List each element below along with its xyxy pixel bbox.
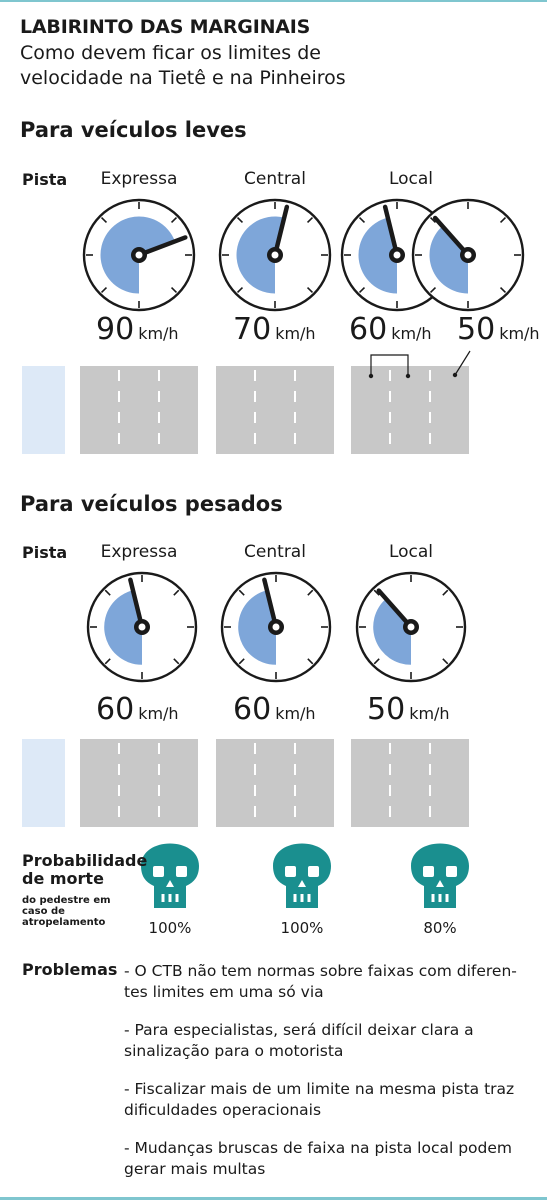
gauge-fill bbox=[236, 216, 285, 294]
bottom-border bbox=[0, 1197, 547, 1200]
light-road bbox=[22, 350, 471, 454]
gauge-fill bbox=[429, 226, 468, 294]
gauge-fill bbox=[238, 590, 276, 665]
speedometer-icon bbox=[355, 571, 467, 683]
speedometer-icon bbox=[411, 198, 525, 312]
gauge-needle bbox=[262, 577, 279, 630]
lane-pointer-brackets bbox=[370, 350, 471, 376]
skull-icon bbox=[411, 843, 469, 908]
problem-item: - Fiscalizar mais de um limite na mesma … bbox=[124, 1080, 515, 1119]
heavy-speed-expressa: 60 km/h bbox=[96, 692, 179, 727]
gauge-needle bbox=[272, 204, 290, 258]
death-pct-local: 80% bbox=[423, 919, 457, 937]
death-pct-central: 100% bbox=[280, 919, 324, 937]
light-pista-label: Pista bbox=[22, 170, 68, 189]
death-probability-label: Probabilidade de morte bbox=[22, 851, 148, 888]
problem-item: - O CTB não tem normas sobre faixas com … bbox=[124, 962, 517, 1001]
light-speed-local-right: 50 km/h bbox=[457, 312, 540, 347]
problem-item: - Mudanças bruscas de faixa na pista loc… bbox=[124, 1139, 513, 1178]
heavy-column-central: Central bbox=[244, 542, 306, 562]
problems-label: Problemas bbox=[22, 960, 118, 979]
light-column-expressa: Expressa bbox=[100, 169, 178, 189]
infographic-title: LABIRINTO DAS MARGINAIS bbox=[20, 16, 311, 38]
gauge-needle bbox=[432, 215, 471, 258]
lane-block-expressa bbox=[80, 739, 198, 827]
infographic-subtitle: Como devem ficar os limites de velocidad… bbox=[20, 42, 346, 89]
speedometer-icon bbox=[220, 571, 332, 683]
lane-block-local bbox=[351, 366, 469, 454]
heavy-speed-central: 60 km/h bbox=[233, 692, 316, 727]
light-speed-central: 70 km/h bbox=[233, 312, 316, 347]
gauge-needle bbox=[136, 235, 188, 258]
light-vehicles-heading: Para veículos leves bbox=[20, 118, 247, 142]
light-speed-local-left: 60 km/h bbox=[349, 312, 432, 347]
light-speed-expressa: 90 km/h bbox=[96, 312, 179, 347]
problem-item: - Para especialistas, será difícil deixa… bbox=[124, 1021, 474, 1060]
light-column-local: Local bbox=[388, 169, 434, 189]
gauge-needle bbox=[376, 588, 414, 630]
death-pct-expressa: 100% bbox=[148, 919, 192, 937]
lane-block-expressa bbox=[80, 366, 198, 454]
heavy-column-local: Local bbox=[388, 542, 434, 562]
heavy-road bbox=[22, 739, 469, 827]
speedometer-icon bbox=[218, 198, 332, 312]
heavy-speed-local: 50 km/h bbox=[367, 692, 450, 727]
light-column-central: Central bbox=[244, 169, 306, 189]
gauge-needle bbox=[128, 577, 145, 630]
lane-block-central bbox=[216, 366, 334, 454]
death-probability-sublabel: do pedestre em caso de atropelamento bbox=[22, 895, 111, 928]
top-border bbox=[0, 0, 547, 2]
gauge-fill bbox=[104, 590, 142, 665]
sidewalk bbox=[22, 366, 65, 454]
heavy-pista-label: Pista bbox=[22, 543, 68, 562]
sidewalk bbox=[22, 739, 65, 827]
gauge-needle bbox=[382, 204, 400, 258]
skull-icon bbox=[273, 843, 331, 908]
lane-block-central bbox=[216, 739, 334, 827]
heavy-column-expressa: Expressa bbox=[100, 542, 178, 562]
gauge-fill bbox=[358, 217, 397, 294]
speedometer-icon bbox=[86, 571, 198, 683]
skull-icon bbox=[141, 843, 199, 908]
heavy-vehicles-heading: Para veículos pesados bbox=[20, 492, 283, 516]
lane-block-local bbox=[351, 739, 469, 827]
gauge-fill bbox=[373, 598, 411, 665]
speedometer-icon bbox=[82, 198, 196, 312]
